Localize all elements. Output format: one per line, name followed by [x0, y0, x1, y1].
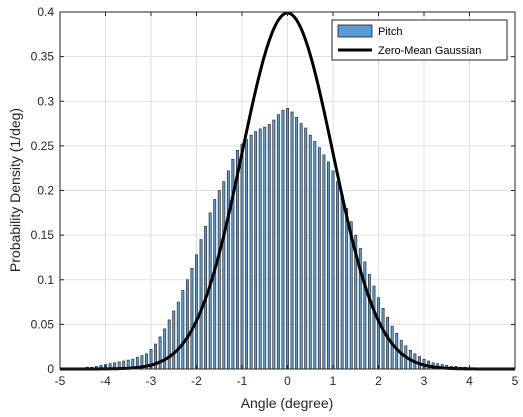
x-tick-label: -2 — [191, 374, 202, 388]
histogram-bar — [195, 254, 198, 370]
x-tick-label: 1 — [330, 374, 337, 388]
histogram-bar — [249, 134, 253, 370]
x-axis-ticks: -5 -4 -3 -2 -1 0 1 2 3 4 5 — [55, 12, 519, 388]
legend-label-pitch: Pitch — [378, 26, 402, 38]
y-tick-label: 0.1 — [37, 273, 54, 287]
histogram-bar — [217, 190, 221, 370]
histogram-bar — [331, 170, 335, 370]
histogram-bar — [336, 181, 339, 370]
x-axis-label: Angle (degree) — [241, 395, 334, 411]
histogram-bar — [226, 170, 230, 370]
histogram-bar — [190, 267, 194, 370]
y-tick-label: 0.25 — [31, 139, 55, 153]
histogram-bar — [345, 208, 349, 370]
x-tick-label: 5 — [512, 374, 519, 388]
x-tick-label: 3 — [421, 374, 428, 388]
histogram-bar — [254, 131, 258, 370]
histogram-bar — [367, 274, 371, 370]
y-axis-ticks: 0 0.05 0.1 0.15 0.2 0.25 0.3 0.35 0.4 — [31, 5, 515, 376]
histogram-bar — [377, 297, 380, 370]
legend: Pitch Zero-Mean Gaussian — [331, 19, 508, 61]
histogram-bar — [281, 109, 285, 370]
histogram-bar — [340, 193, 344, 370]
y-tick-label: 0.2 — [37, 184, 54, 198]
y-tick-label: 0.05 — [31, 317, 55, 331]
legend-label-gaussian: Zero-Mean Gaussian — [378, 45, 481, 57]
histogram-bar — [258, 128, 262, 370]
histogram-bar — [185, 279, 189, 370]
histogram-bar — [272, 119, 276, 370]
y-axis-label: Probability Density (1/deg) — [7, 108, 23, 272]
y-tick-label: 0 — [47, 362, 54, 376]
histogram-bar — [267, 124, 271, 370]
histogram-bar — [295, 117, 299, 370]
histogram-bar — [372, 285, 376, 370]
x-tick-label: 0 — [284, 374, 291, 388]
histogram-bar — [167, 319, 171, 370]
histogram-bar — [199, 239, 203, 370]
histogram-bar — [163, 328, 167, 370]
histogram-bar — [386, 316, 390, 370]
histogram-bar — [304, 127, 308, 370]
histogram-bar — [308, 134, 312, 370]
y-tick-label: 0.4 — [37, 5, 54, 19]
y-tick-label: 0.3 — [37, 94, 54, 108]
histogram-bar — [240, 143, 244, 370]
histogram-bar — [176, 301, 180, 370]
y-tick-label: 0.15 — [31, 228, 55, 242]
histogram-bar — [313, 141, 317, 370]
x-tick-label: -3 — [146, 374, 157, 388]
y-tick-label: 0.35 — [31, 50, 55, 64]
histogram-bar — [317, 147, 321, 370]
histogram-bar — [286, 108, 289, 370]
histogram-bar — [158, 336, 162, 370]
x-tick-label: -4 — [100, 374, 111, 388]
histogram-bar — [327, 161, 330, 370]
histogram-bar — [290, 111, 294, 370]
legend-swatch-pitch — [337, 24, 373, 38]
histogram-bar — [245, 139, 248, 370]
x-tick-label: -5 — [55, 374, 66, 388]
x-tick-label: 2 — [375, 374, 382, 388]
histogram-bar — [213, 199, 217, 370]
histogram-bar — [299, 123, 303, 370]
histogram-bar — [381, 308, 385, 370]
histogram-bar — [222, 181, 226, 370]
x-tick-label: 4 — [466, 374, 473, 388]
histogram-bar — [181, 290, 185, 370]
histogram-bar — [390, 325, 394, 370]
histogram-bar — [172, 310, 176, 370]
histogram-bar — [263, 126, 267, 370]
x-tick-label: -1 — [237, 374, 248, 388]
histogram-bar — [322, 154, 326, 370]
histogram-bar — [276, 114, 280, 370]
